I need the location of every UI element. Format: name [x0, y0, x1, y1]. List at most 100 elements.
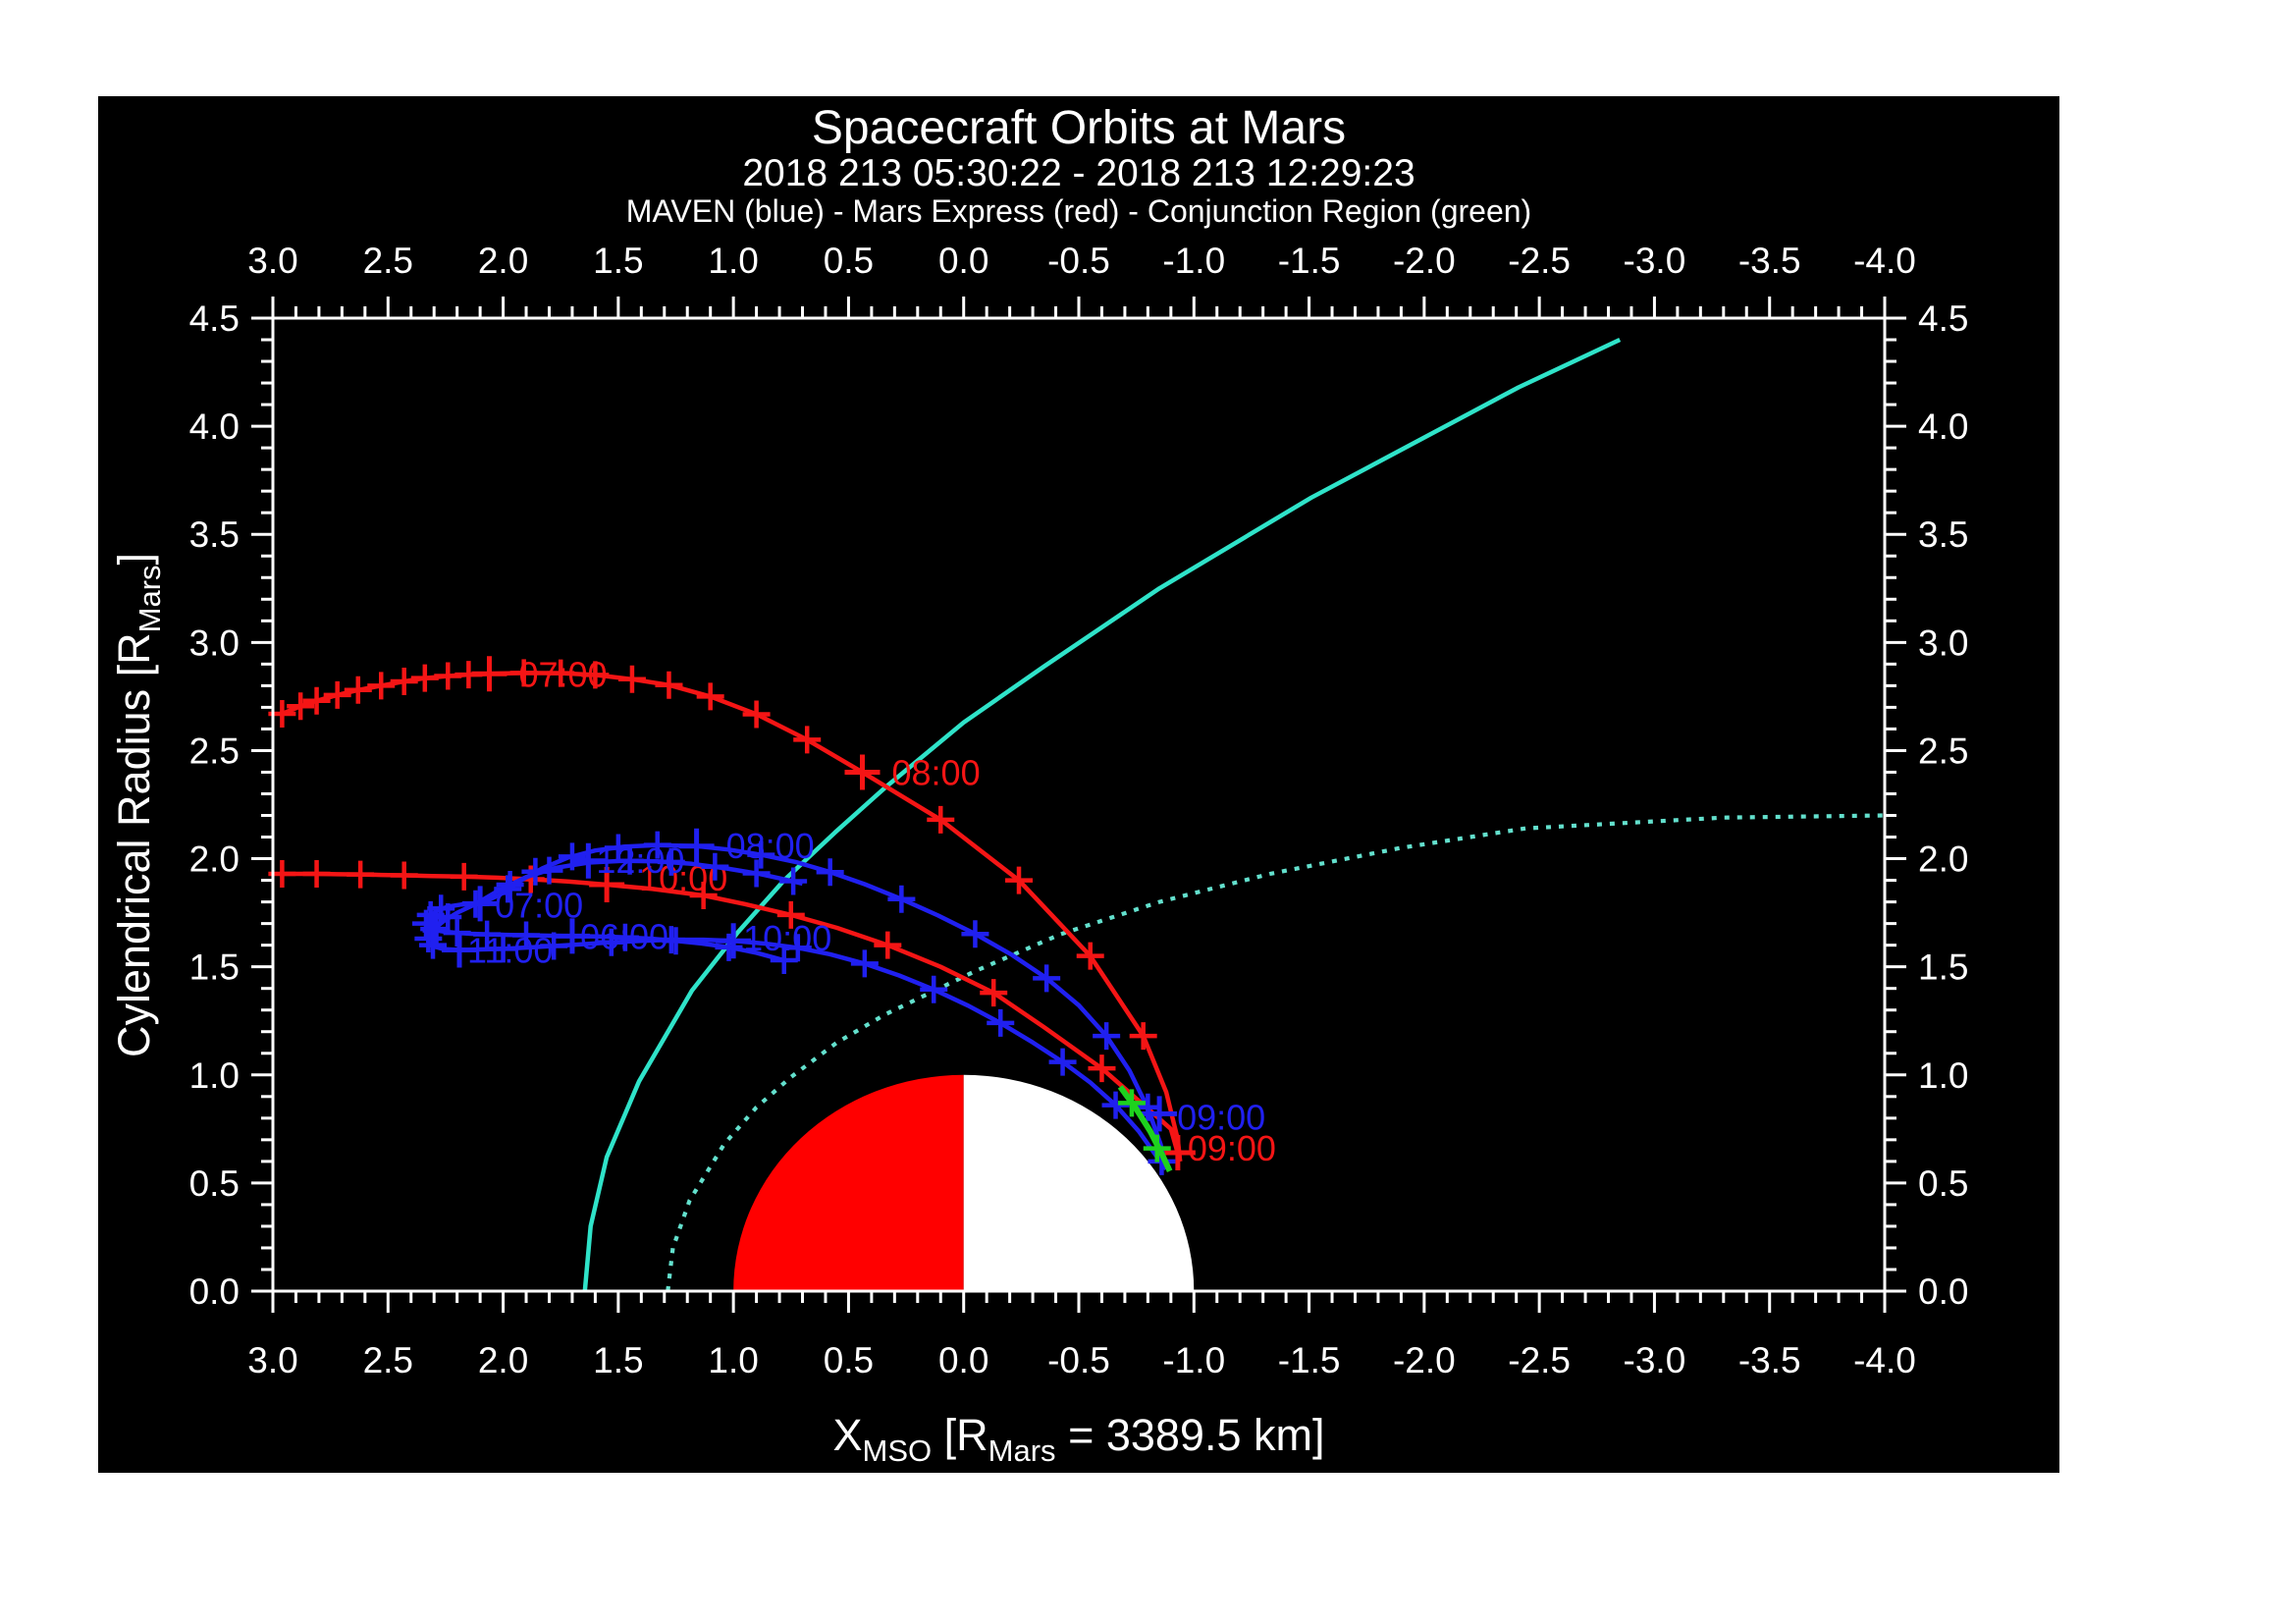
- y-tick-label-right: 4.5: [1918, 298, 1968, 339]
- x-tick-label-top: -3.5: [1738, 241, 1801, 281]
- mars-express-group: 07:00 08:00 09:00 10:00: [268, 654, 1276, 1171]
- bow-shock-path-0: [582, 337, 1622, 1292]
- y-tick-label-left: 4.0: [189, 406, 240, 447]
- mars-express-tick-mark: [347, 860, 375, 889]
- bow-shock-group: [582, 337, 1622, 1292]
- x-tick-label-top: 3.0: [247, 241, 297, 281]
- maven-tick-mark: [420, 915, 449, 944]
- maven-tick-mark: [1048, 1048, 1077, 1076]
- x-tick-label-top: -3.0: [1624, 241, 1686, 281]
- y-axis-title: Cylendrical Radius [RMars]: [109, 553, 167, 1057]
- x-tick-label-bottom: 0.5: [824, 1340, 874, 1380]
- maven-hour-mark: [570, 842, 607, 879]
- mars-express-tick-mark: [1088, 1055, 1116, 1083]
- x-tick-label-bottom: -2.5: [1508, 1340, 1571, 1380]
- maven-time-label: 08:00: [726, 826, 815, 866]
- maven-hour-mark: [554, 918, 590, 954]
- mars-express-tick-mark: [547, 659, 575, 687]
- y-tick-label-right: 3.5: [1918, 514, 1968, 555]
- x-tick-label-bottom: -1.0: [1162, 1340, 1225, 1380]
- y-tick-label-left: 3.5: [189, 514, 240, 555]
- x-axis-title-part: X: [833, 1410, 863, 1460]
- x-tick-label-top: 2.5: [363, 241, 413, 281]
- y-tick-label-left: 0.0: [189, 1271, 240, 1312]
- mars-express-tick-mark: [776, 900, 805, 929]
- maven-tick-mark: [770, 947, 798, 975]
- maven-tick-mark: [779, 867, 808, 895]
- x-tick-label-top: -2.0: [1393, 241, 1456, 281]
- mars-express-tick-mark: [581, 661, 610, 689]
- conjunction-region-tick-mark: [1143, 1134, 1171, 1163]
- maven-hour-mark: [442, 932, 478, 968]
- x-axis-title-part: [R: [932, 1410, 988, 1460]
- mars-express-tick-mark: [793, 726, 822, 754]
- mars-express-tick-mark: [696, 682, 724, 711]
- mars-express-tick-mark: [742, 700, 771, 729]
- x-tick-label-top: -1.0: [1162, 241, 1225, 281]
- y-tick-label-left: 2.0: [189, 839, 240, 880]
- mars-express-tick-mark: [874, 931, 902, 959]
- mars-express-hour-mark: [471, 656, 507, 692]
- mars-express-tick-mark: [450, 862, 478, 891]
- maven-tick-mark: [657, 926, 685, 954]
- maven-tick-mark: [742, 859, 771, 888]
- mars-express-tick-mark: [927, 805, 955, 834]
- y-axis-title-part: Mars: [133, 565, 167, 632]
- mars-express-tick-mark: [287, 692, 315, 721]
- x-tick-label-bottom: 2.0: [478, 1340, 528, 1380]
- x-tick-label-bottom: 1.0: [708, 1340, 758, 1380]
- maven-tick-mark: [615, 846, 644, 875]
- x-tick-label-bottom: 3.0: [247, 1340, 297, 1380]
- y-tick-label-left: 0.5: [189, 1163, 240, 1204]
- mars-express-tick-mark: [323, 680, 351, 709]
- mars-express-hour-mark: [844, 754, 881, 790]
- x-tick-label-top: 1.0: [708, 241, 758, 281]
- maven-tick-mark: [887, 885, 916, 913]
- maven-tick-mark: [535, 856, 563, 885]
- x-axis-title: XMSO [RMars = 3389.5 km]: [833, 1410, 1325, 1468]
- x-tick-label-bottom: -2.0: [1393, 1340, 1456, 1380]
- x-axis-title-part: Mars: [988, 1434, 1056, 1468]
- x-tick-label-bottom: 0.0: [938, 1340, 988, 1380]
- y-tick-label-right: 1.0: [1918, 1055, 1968, 1096]
- x-tick-label-top: -2.5: [1508, 241, 1571, 281]
- chart-subtitle-timerange: 2018 213 05:30:22 - 2018 213 12:29:23: [742, 152, 1415, 194]
- x-tick-label-top: 2.0: [478, 241, 528, 281]
- maven-tick-mark: [434, 903, 462, 932]
- maven-tick-mark: [657, 847, 685, 876]
- x-tick-label-bottom: -4.0: [1853, 1340, 1916, 1380]
- maven-tick-mark: [473, 920, 502, 948]
- maven-tick-mark: [850, 949, 879, 978]
- maven-hour-mark: [462, 886, 499, 922]
- chart-legend-line: MAVEN (blue) - Mars Express (red) - Conj…: [626, 193, 1531, 229]
- x-tick-label-bottom: -3.0: [1624, 1340, 1686, 1380]
- maven-tick-mark: [987, 1008, 1015, 1037]
- mars-express-tick-mark: [410, 664, 439, 692]
- chart-render-root: 07:0008:0009:0010:0006:0007:0008:0009:00…: [109, 241, 1968, 1468]
- x-tick-label-bottom: -3.5: [1738, 1340, 1801, 1380]
- x-axes: 3.0 3.0 2.5 2.5 2.0 2.0 1.5 1.5 1.0 1.0 0.5 0.5 0.0 0…: [247, 241, 1916, 1380]
- maven-tick-mark: [494, 875, 522, 903]
- y-tick-label-left: 1.5: [189, 947, 240, 988]
- maven-tick-mark: [920, 975, 948, 1003]
- mars-express-tick-mark: [367, 672, 396, 700]
- y-tick-label-left: 4.5: [189, 298, 240, 339]
- chart-title: Spacecraft Orbits at Mars: [812, 102, 1346, 154]
- y-tick-label-right: 2.0: [1918, 839, 1968, 880]
- mars-dayside-half: [733, 1074, 964, 1291]
- maven-time-label: 11:00: [467, 930, 553, 970]
- maven-tick-mark: [816, 858, 844, 887]
- mars-express-tick-mark: [1129, 1022, 1157, 1051]
- x-tick-label-top: -0.5: [1047, 241, 1110, 281]
- conjunction-region-group: [1117, 1085, 1173, 1173]
- mars-express-tick-mark: [302, 686, 331, 715]
- mars-express-time-label: 08:00: [892, 752, 981, 792]
- conjunction-region-tick-mark: [1117, 1089, 1146, 1117]
- y-axis-title-part: Cylendrical Radius [R: [109, 632, 159, 1057]
- maven-hour-mark: [716, 923, 752, 959]
- maven-tick-mark: [496, 870, 524, 898]
- maven-tick-mark: [643, 831, 671, 859]
- x-tick-label-bottom: -1.5: [1278, 1340, 1341, 1380]
- mars-express-tick-mark: [509, 659, 538, 687]
